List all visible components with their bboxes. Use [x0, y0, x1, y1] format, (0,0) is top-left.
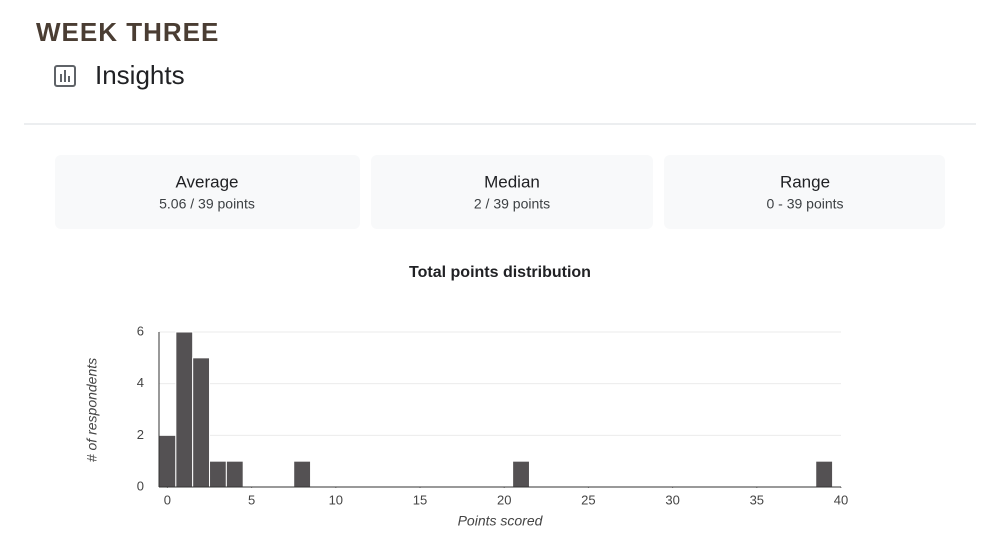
y-tick-label: 0 — [137, 478, 144, 493]
y-tick-label: 6 — [137, 323, 144, 338]
chart-title: Total points distribution — [409, 264, 591, 281]
bar — [192, 357, 211, 488]
stat-card — [371, 155, 653, 229]
stat-label: Median — [484, 172, 540, 191]
x-tick-label: 35 — [750, 492, 764, 507]
x-tick-label: 15 — [413, 492, 427, 507]
stat-card — [664, 155, 945, 229]
x-tick-label: 0 — [164, 492, 171, 507]
x-tick-label: 40 — [834, 492, 848, 507]
bar — [158, 434, 177, 488]
form-title: WEEK THREE — [36, 17, 219, 47]
x-tick-label: 5 — [248, 492, 255, 507]
bar — [293, 460, 312, 488]
bar — [512, 460, 530, 488]
y-axis-label: # of respondents — [84, 358, 100, 462]
y-tick-label: 2 — [137, 427, 144, 442]
x-tick-label: 25 — [581, 492, 595, 507]
bar — [175, 331, 194, 488]
x-axis-label: Points scored — [458, 513, 544, 529]
stat-label: Range — [780, 172, 830, 191]
stat-card — [55, 155, 360, 229]
bar — [815, 460, 834, 488]
insights-icon — [54, 65, 76, 87]
x-tick-label: 30 — [665, 492, 679, 507]
stat-value: 2 / 39 points — [474, 196, 550, 212]
x-tick-label: 20 — [497, 492, 511, 507]
x-tick-label: 10 — [329, 492, 343, 507]
stat-value: 0 - 39 points — [766, 196, 843, 212]
stat-label: Average — [175, 172, 238, 191]
section-title: Insights — [95, 60, 185, 90]
bar — [209, 460, 227, 488]
stat-value: 5.06 / 39 points — [159, 196, 255, 212]
y-tick-label: 4 — [137, 375, 144, 390]
bar — [225, 460, 244, 488]
